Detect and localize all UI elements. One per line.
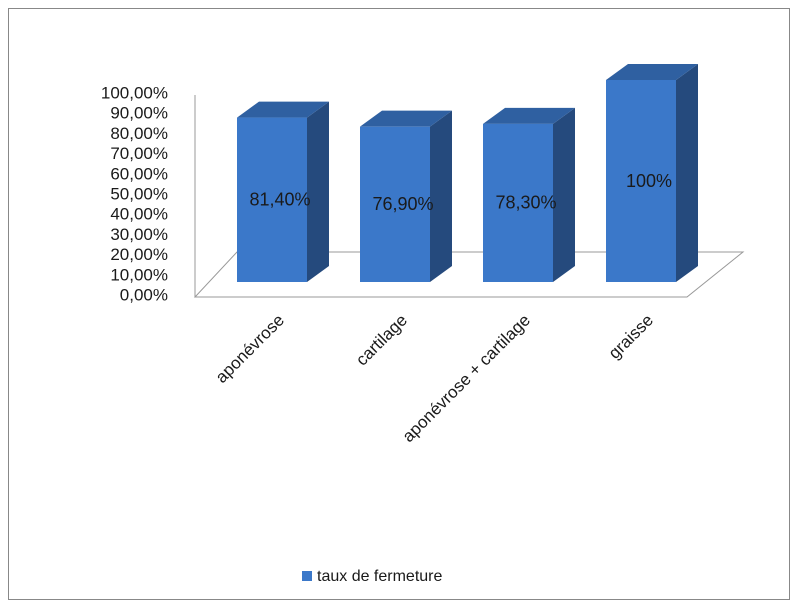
bar-top xyxy=(606,64,698,80)
data-label: 78,30% xyxy=(495,193,556,213)
y-tick-label: 60,00% xyxy=(110,164,168,183)
y-tick-label: 40,00% xyxy=(110,205,168,224)
y-tick-label: 0,00% xyxy=(120,285,168,304)
bar-top xyxy=(237,101,329,118)
y-tick-label: 20,00% xyxy=(110,245,168,264)
data-label: 81,40% xyxy=(249,190,310,210)
y-tick-label: 70,00% xyxy=(110,144,168,163)
bar-side xyxy=(307,101,329,283)
bar xyxy=(483,123,553,282)
y-tick-label: 10,00% xyxy=(110,265,168,284)
legend-swatch xyxy=(302,571,312,581)
bar-side xyxy=(676,64,698,282)
y-tick-label: 50,00% xyxy=(110,184,168,203)
bar xyxy=(606,80,676,282)
bar-side xyxy=(553,107,575,282)
bar-top xyxy=(360,110,452,127)
bar-side xyxy=(430,110,452,282)
bar xyxy=(237,117,307,283)
y-tick-label: 90,00% xyxy=(110,104,168,123)
data-label: 76,90% xyxy=(372,194,433,214)
legend-label: taux de fermeture xyxy=(317,568,443,585)
y-tick-label: 80,00% xyxy=(110,124,168,143)
bar-top xyxy=(483,107,575,124)
bar xyxy=(360,126,430,282)
y-tick-label: 30,00% xyxy=(110,225,168,244)
data-label: 100% xyxy=(626,171,672,191)
y-tick-label: 100,00% xyxy=(101,83,168,102)
